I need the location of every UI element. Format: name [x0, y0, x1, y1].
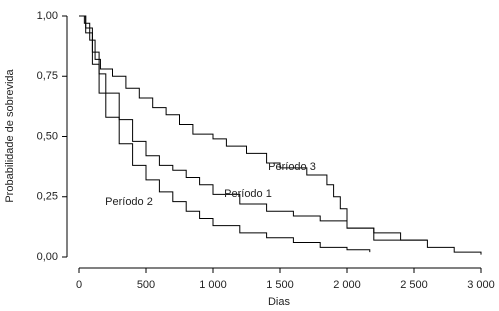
y-tick-label: 0,00 [37, 251, 58, 263]
y-tick-label: 0,75 [37, 70, 58, 82]
y-axis-label: Probabilidade de sobrevida [4, 68, 16, 202]
x-tick-label: 0 [76, 279, 82, 291]
x-tick-label: 2 500 [400, 279, 428, 291]
survival-curve [79, 15, 482, 255]
y-tick-label: 0,50 [37, 130, 58, 142]
x-tick-label: 3 000 [467, 279, 495, 291]
curve-label: Período 1 [224, 188, 272, 200]
x-axis-label: Dias [268, 296, 291, 308]
y-tick-label: 1,00 [37, 10, 58, 22]
x-tick-label: 500 [137, 279, 155, 291]
y-tick-label: 0,25 [37, 191, 58, 203]
x-tick-label: 1 000 [199, 279, 227, 291]
curve-label: Período 3 [268, 161, 316, 173]
curve-label: Período 2 [105, 196, 153, 208]
survival-curve [79, 15, 371, 253]
x-tick-label: 2 000 [333, 279, 361, 291]
x-tick-label: 1 500 [266, 279, 294, 291]
survival-curve [79, 15, 428, 241]
